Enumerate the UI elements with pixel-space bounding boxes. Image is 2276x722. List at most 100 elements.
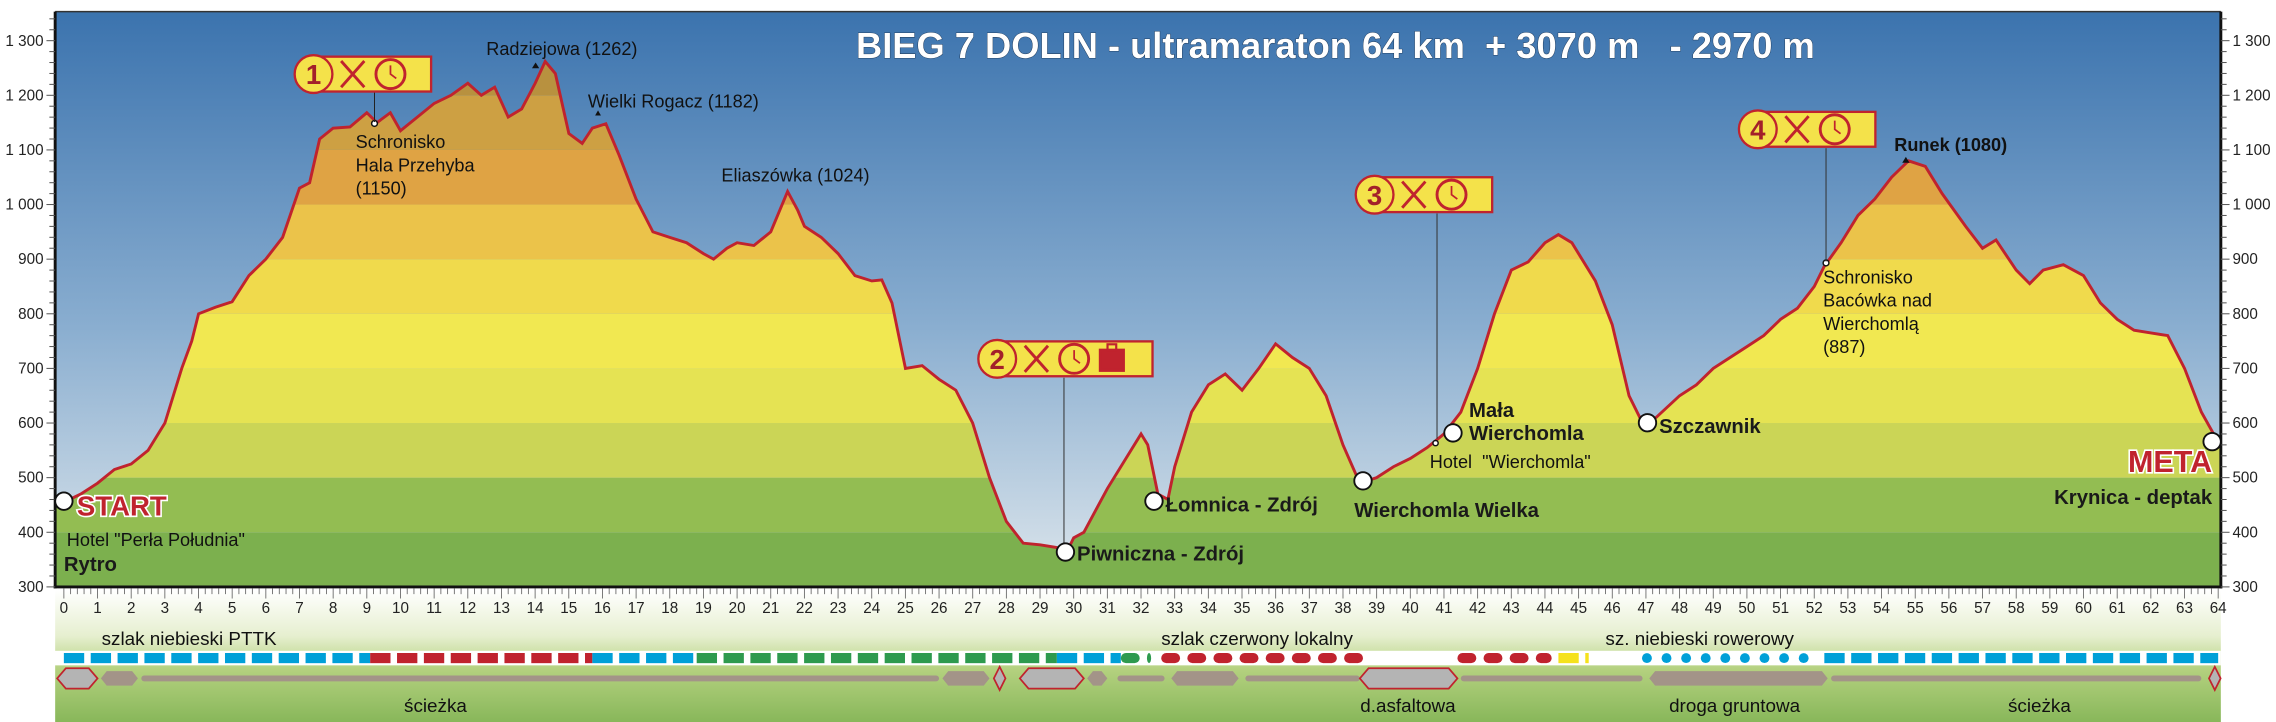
town-marker <box>1443 423 1463 443</box>
trail-mark-dash <box>1187 652 1207 664</box>
svg-text:Mała: Mała <box>1469 400 1515 422</box>
surface-dirt-road <box>942 671 990 686</box>
trail-mark-dash <box>2039 652 2060 664</box>
luggage-body <box>1098 348 1125 372</box>
x-tick-label: 59 <box>2041 600 2058 617</box>
trail-mark-dash <box>278 652 300 664</box>
trail-mark-dash <box>1161 652 1181 664</box>
trail-mark-dot <box>1739 653 1750 664</box>
trail-mark-dash <box>423 652 445 664</box>
y-tick-label-right: 900 <box>2232 251 2257 268</box>
trail-mark-dash <box>777 652 798 664</box>
trail-mark-dash <box>1291 652 1311 664</box>
x-tick-label: 58 <box>2008 600 2025 617</box>
x-tick-label: 40 <box>1402 600 1419 617</box>
surface-path <box>1460 675 1643 682</box>
clock-hands <box>389 65 397 80</box>
trail-mark-dash <box>1904 652 1926 664</box>
trail-mark-dash <box>171 652 192 664</box>
trail-mark-dash <box>2092 652 2114 664</box>
x-tick-label: 5 <box>228 600 236 617</box>
x-tick-label: 56 <box>1940 600 1957 617</box>
peak-radziejowa: Radziejowa (1262) <box>486 39 637 69</box>
luggage-icon <box>1098 343 1125 372</box>
surface-label-path: ścieżka <box>2008 695 2071 716</box>
trail-mark-dash <box>1146 652 1152 664</box>
x-tick-label: 64 <box>2210 600 2227 617</box>
trail-mark-dash <box>251 652 273 664</box>
x-tick-label: 41 <box>1435 600 1452 617</box>
trail-mark-dash <box>332 652 353 664</box>
surface-dirt-road <box>100 671 138 686</box>
svg-text:Hala Przehyba: Hala Przehyba <box>356 155 476 175</box>
x-tick-label: 8 <box>329 600 337 617</box>
trail-mark-dash <box>804 652 825 664</box>
trail-mark-dash <box>938 652 959 664</box>
x-tick-label: 2 <box>127 600 135 617</box>
x-tick-label: 25 <box>897 600 914 617</box>
x-tick-label: 31 <box>1099 600 1116 617</box>
surface-path <box>1245 675 1360 682</box>
trail-mark-dash <box>1851 652 1872 664</box>
trail-mark-dash <box>585 652 593 664</box>
svg-text:Hotel "Wierchomla": Hotel "Wierchomla" <box>1430 452 1591 472</box>
x-tick-label: 62 <box>2142 600 2159 617</box>
profile-line <box>63 58 2220 554</box>
y-tick-label-left: 1 000 <box>5 197 43 214</box>
x-tick-label: 10 <box>392 600 409 617</box>
trail-mark-dash <box>592 652 613 664</box>
clock-face <box>374 58 407 91</box>
fork-knife-icon <box>1784 115 1810 144</box>
peak-runek: Runek (1080) <box>1894 135 2007 163</box>
svg-text:Szczawnik: Szczawnik <box>1659 416 1761 438</box>
trail-mark-dash <box>305 652 326 664</box>
trail-mark-dash <box>531 652 552 664</box>
y-tick-label-left: 800 <box>18 306 43 323</box>
svg-text:Piwniczna - Zdrój: Piwniczna - Zdrój <box>1077 544 1244 566</box>
knife-line <box>340 60 366 89</box>
aid-station-number-badge <box>977 338 1018 379</box>
aid-station-1: 1 <box>293 54 433 95</box>
x-tick-label: 22 <box>796 600 813 617</box>
x-tick-label: 44 <box>1536 600 1553 617</box>
trail-mark-dash <box>1083 652 1105 664</box>
y-tick-label-right: 1 300 <box>2232 33 2270 50</box>
trail-mark-dot <box>1759 653 1770 664</box>
trail-mark-dash <box>558 652 579 664</box>
town-mala-wierchomla: Mała Wierchomla Hotel "Wierchomla" <box>1430 400 1591 472</box>
x-tick-label: 50 <box>1738 600 1755 617</box>
x-tick-label: 47 <box>1637 600 1654 617</box>
y-tick-label-left: 700 <box>18 360 43 377</box>
x-tick-label: 51 <box>1772 600 1789 617</box>
trail-mark-dash <box>1931 652 1953 664</box>
x-tick-label: 16 <box>594 600 611 617</box>
surface-asphalt <box>1018 667 1085 690</box>
svg-text:Schronisko: Schronisko <box>356 132 446 152</box>
svg-text:Wierchomlą: Wierchomlą <box>1823 314 1920 334</box>
trail-markings <box>63 652 2219 664</box>
x-tick-label: 0 <box>60 600 68 617</box>
fork-knife-icon <box>1023 344 1050 373</box>
trail-mark-dash <box>2066 652 2087 664</box>
chart-title: BIEG 7 DOLIN - ultramaraton 64 km + 3070… <box>856 25 1815 66</box>
trail-label-blue-bike: sz. niebieski rowerowy <box>1605 628 1794 649</box>
clock-face <box>1058 342 1091 375</box>
x-tick-label: 32 <box>1133 600 1150 617</box>
trail-mark-dash <box>477 652 498 664</box>
svg-text:Hotel "Perła Południa": Hotel "Perła Południa" <box>67 530 245 550</box>
x-tick-label: 28 <box>998 600 1015 617</box>
x-tick-label: 43 <box>1503 600 1520 617</box>
clock-icon <box>1818 113 1851 146</box>
svg-text:META: META <box>2128 445 2212 479</box>
trail-mark-dash <box>1344 652 1363 664</box>
trail-mark-dash <box>646 652 667 664</box>
knife-line <box>1784 115 1810 144</box>
trail-mark-dash <box>1317 652 1337 664</box>
svg-text:(1150): (1150) <box>356 179 407 199</box>
trail-mark-dash <box>144 652 165 664</box>
shelter-hala-przehyba: Schronisko Hala Przehyba (1150) <box>356 119 476 199</box>
trail-mark-dash <box>992 652 1013 664</box>
x-tick-label: 15 <box>560 600 577 617</box>
aid-station-4: 4 <box>1737 109 1877 150</box>
trail-label-blue-pttk: szlak niebieski PTTK <box>102 628 277 649</box>
